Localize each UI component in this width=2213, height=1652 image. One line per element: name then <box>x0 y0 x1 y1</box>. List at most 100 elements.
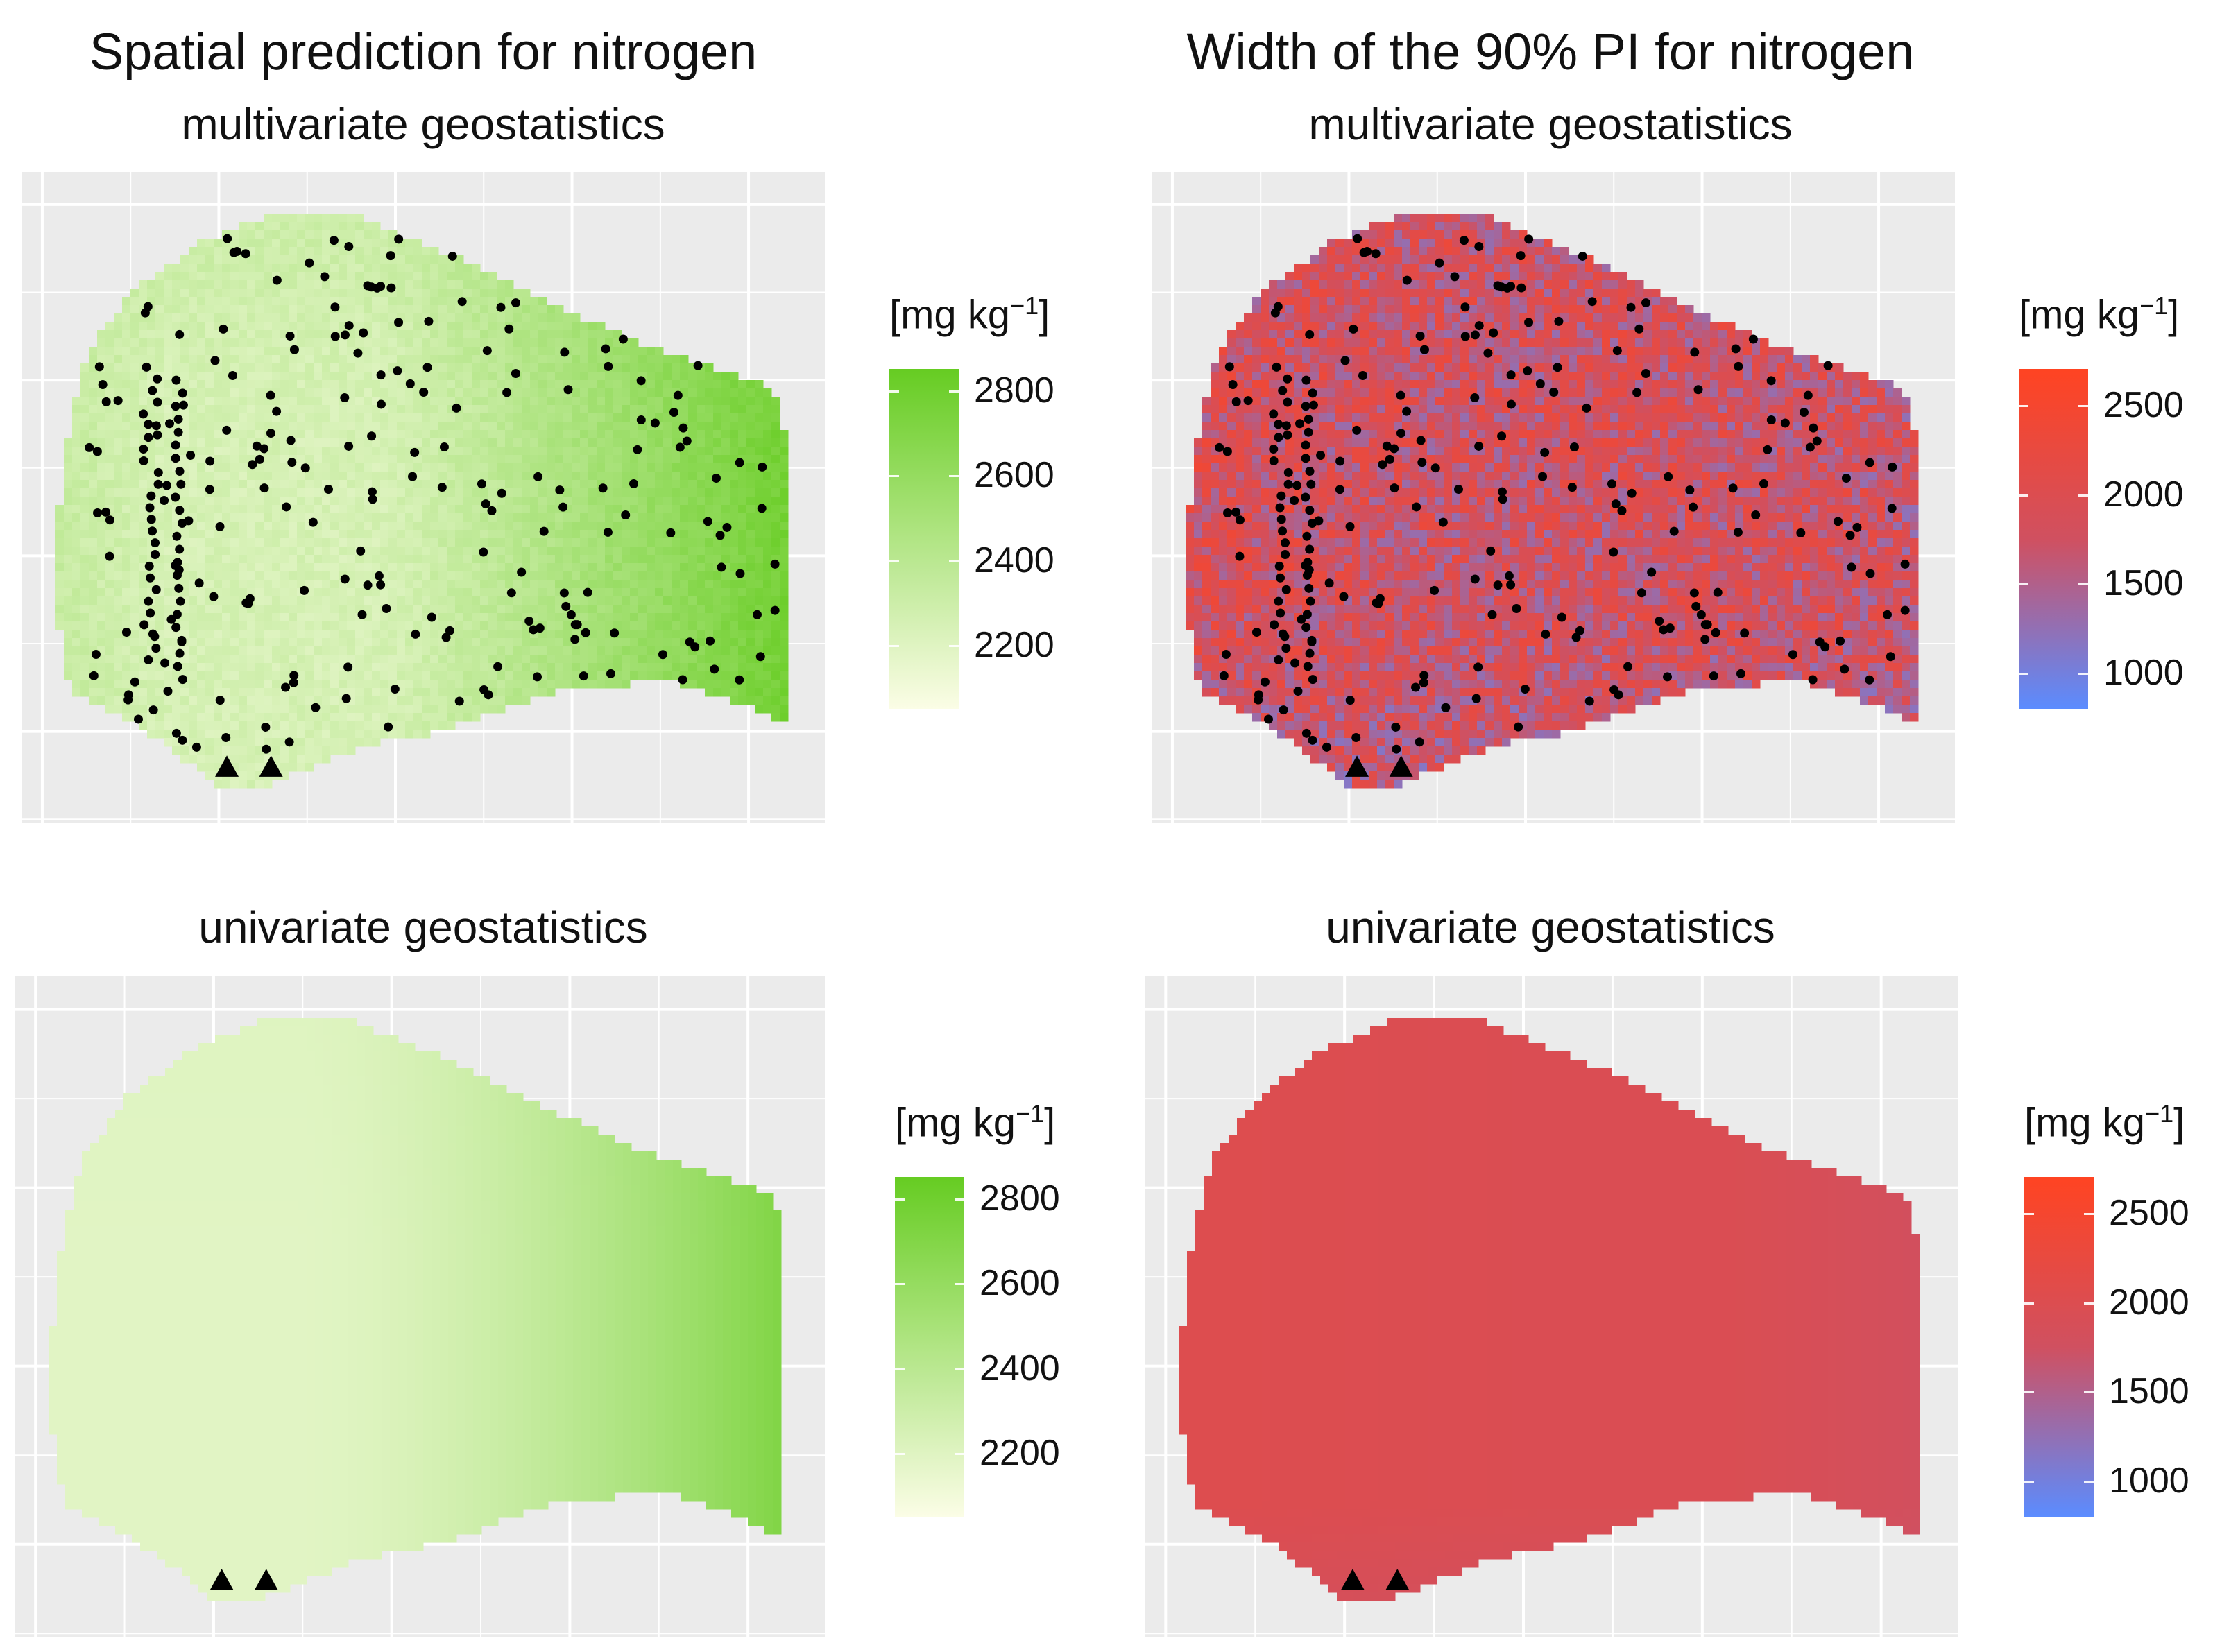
raster-cell <box>205 646 214 655</box>
raster-cell <box>647 397 656 406</box>
raster-cell <box>189 613 198 622</box>
raster-cell <box>330 388 339 397</box>
raster-cell <box>563 630 572 639</box>
raster-cell <box>280 363 289 372</box>
raster-cell <box>180 297 189 306</box>
raster-cell <box>189 422 198 431</box>
raster-cell <box>505 280 514 289</box>
raster-cell <box>230 630 239 639</box>
raster-cell <box>72 580 81 589</box>
raster-cell <box>180 713 189 722</box>
raster-cell <box>463 538 472 547</box>
raster-cell <box>480 422 489 431</box>
raster-cell <box>105 655 114 664</box>
raster-cell <box>264 289 273 298</box>
raster-cell <box>114 347 123 356</box>
raster-cell <box>330 455 339 464</box>
raster-cell <box>430 264 439 273</box>
raster-cell <box>1544 247 1553 256</box>
raster-cell <box>472 305 481 314</box>
raster-cell <box>189 721 198 730</box>
raster-cell <box>588 505 597 514</box>
raster-cell <box>580 505 589 514</box>
raster-cell <box>339 730 348 739</box>
raster-cell <box>622 463 631 472</box>
raster-cell <box>397 413 406 422</box>
raster-cell <box>264 347 273 356</box>
raster-cell <box>355 705 364 714</box>
raster-cell <box>705 596 714 605</box>
raster-cell <box>513 538 522 547</box>
raster-cell <box>139 488 148 497</box>
raster-cell <box>530 447 539 456</box>
raster-cell <box>314 713 323 722</box>
raster-cell <box>339 530 348 539</box>
raster-cell <box>422 655 431 664</box>
raster-cell <box>638 438 647 447</box>
raster-cell <box>255 222 264 231</box>
raster-cell <box>55 538 65 547</box>
raster-cell <box>122 455 131 464</box>
raster-cell <box>114 547 123 556</box>
raster-cell <box>1360 255 1369 264</box>
raster-cell <box>80 630 89 639</box>
raster-cell <box>364 696 373 705</box>
raster-cell <box>230 746 239 755</box>
raster-cell <box>380 688 389 697</box>
raster-cell <box>388 555 398 564</box>
sample-point <box>715 531 725 540</box>
raster-cell <box>413 247 422 256</box>
raster-cell <box>355 455 364 464</box>
raster-cell <box>314 630 323 639</box>
raster-cell <box>305 763 314 772</box>
raster-cell <box>1319 247 1328 256</box>
raster-cell <box>372 721 381 730</box>
raster-cell <box>280 588 289 597</box>
raster-cell <box>488 330 497 339</box>
raster-cell <box>755 447 764 456</box>
raster-cell <box>447 671 456 680</box>
raster-cell <box>139 688 148 697</box>
raster-cell <box>538 313 547 322</box>
raster-cell <box>289 222 298 231</box>
raster-cell <box>505 613 514 622</box>
raster-cell <box>505 447 514 456</box>
sample-point <box>581 628 590 637</box>
raster-cell <box>264 646 273 655</box>
raster-cell <box>438 280 447 289</box>
raster-cell <box>222 463 231 472</box>
sample-point <box>410 447 420 457</box>
raster-cell <box>230 655 239 664</box>
raster-cell <box>239 480 248 489</box>
raster-cell <box>472 588 481 597</box>
sample-point <box>735 675 744 685</box>
raster-cell <box>488 422 497 431</box>
raster-cell <box>64 580 73 589</box>
raster-cell <box>239 730 248 739</box>
raster-cell <box>622 438 631 447</box>
raster-cell <box>530 497 539 506</box>
raster-cell <box>255 730 264 739</box>
raster-cell <box>430 338 439 347</box>
raster-cell <box>189 630 198 639</box>
raster-cell <box>638 347 647 356</box>
raster-cell <box>122 313 131 322</box>
raster-cell <box>513 455 522 464</box>
raster-cell <box>497 463 506 472</box>
raster-cell <box>330 680 339 689</box>
raster-cell <box>114 455 123 464</box>
raster-cell <box>280 430 289 439</box>
raster-cell <box>314 596 323 605</box>
raster-cell <box>513 663 522 672</box>
raster-cell <box>139 355 148 364</box>
raster-cell <box>605 397 614 406</box>
raster-cell <box>214 505 223 514</box>
raster-cell <box>413 255 422 264</box>
raster-cell <box>472 422 481 431</box>
raster-cell <box>438 580 447 589</box>
raster-cell <box>672 563 681 572</box>
raster-cell <box>155 513 164 522</box>
raster-cell <box>738 488 747 497</box>
raster-cell <box>297 721 306 730</box>
sample-point <box>454 696 464 706</box>
